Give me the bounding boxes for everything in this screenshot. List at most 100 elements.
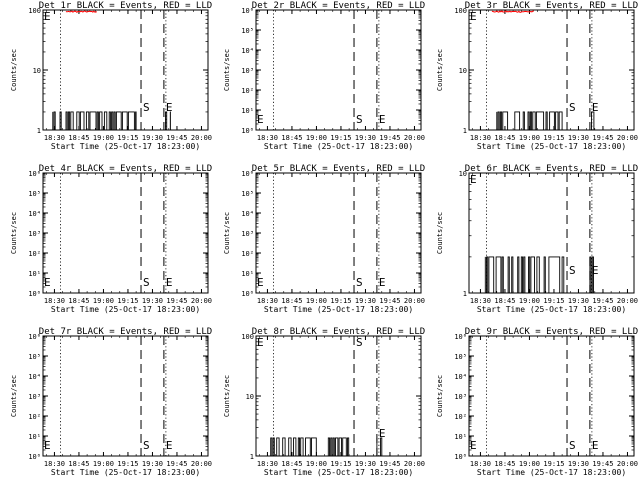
panel-1: Det 1r BLACK = Events, RED = LLD 1 10 100 Co… [10, 1, 212, 151]
panel-9: Det 9r BLACK = Events, RED = LLD 10⁰ 10¹ 10… [436, 327, 638, 477]
panel-title: Det 5r BLACK = Events, RED = LLD [252, 164, 425, 174]
y-axis-label: Counts/sec [10, 212, 18, 254]
y-tick-label: 10⁶ [454, 333, 467, 341]
x-tick-label: 18:30 [44, 134, 65, 142]
x-tick-label: 19:30 [142, 297, 163, 305]
x-tick-label: 19:30 [355, 460, 376, 468]
x-tick-label: 18:30 [470, 134, 491, 142]
x-axis-label: Start Time (25-Oct-17 18:23:00) [264, 305, 413, 314]
x-tick-label: 19:00 [519, 134, 540, 142]
panel-title: Det 7r BLACK = Events, RED = LLD [39, 327, 212, 337]
y-tick-label: 10³ [241, 230, 254, 238]
x-tick-label: 18:45 [68, 297, 89, 305]
x-tick-label: 18:45 [281, 297, 302, 305]
x-axis-label: Start Time (25-Oct-17 18:23:00) [51, 305, 200, 314]
y-tick-label: 1 [463, 127, 467, 135]
x-tick-label: 19:00 [93, 134, 114, 142]
y-tick-label: 10⁵ [28, 353, 41, 361]
panel-5: Det 5r BLACK = Events, RED = LLD 10⁰ 10¹ 10… [223, 164, 425, 314]
event-trace [270, 437, 350, 457]
y-tick-label: 10⁴ [241, 210, 254, 218]
y-tick-label: 10² [241, 87, 254, 95]
x-tick-label: 18:30 [257, 297, 278, 305]
y-tick-label: 100 [241, 333, 254, 341]
x-axis-label: Start Time (25-Oct-17 18:23:00) [477, 468, 626, 477]
x-tick-label: 18:45 [494, 460, 515, 468]
x-tick-label: 19:00 [93, 297, 114, 305]
x-tick-label: 19:15 [117, 297, 138, 305]
time-marker-label: E [379, 427, 386, 440]
y-tick-label: 1 [37, 127, 41, 135]
y-tick-label: 10¹ [241, 107, 254, 115]
x-tick-label: 20:00 [404, 134, 425, 142]
plot-frame [42, 172, 209, 294]
time-marker-label: E [592, 101, 599, 114]
time-marker-label: E [166, 101, 173, 114]
y-tick-label: 10¹ [454, 433, 467, 441]
event-trace [52, 111, 137, 131]
time-marker-label: E [257, 113, 264, 126]
x-tick-label: 18:45 [494, 134, 515, 142]
x-tick-label: 18:30 [257, 460, 278, 468]
time-marker-label: S [356, 276, 363, 289]
x-axis-label: Start Time (25-Oct-17 18:23:00) [477, 142, 626, 151]
x-tick-label: 20:00 [617, 297, 638, 305]
time-marker-label: S [569, 264, 576, 277]
time-marker-label: E [44, 276, 51, 289]
x-tick-label: 18:45 [68, 134, 89, 142]
panel-title: Det 1r BLACK = Events, RED = LLD [39, 1, 212, 11]
y-tick-label: 1 [463, 290, 467, 298]
time-marker-label: E [44, 439, 51, 452]
panel-title: Det 3r BLACK = Events, RED = LLD [465, 1, 638, 11]
y-tick-label: 10⁶ [28, 170, 41, 178]
x-tick-label: 19:45 [379, 134, 400, 142]
x-tick-label: 19:30 [568, 134, 589, 142]
x-tick-label: 19:00 [306, 297, 327, 305]
x-tick-label: 19:15 [117, 134, 138, 142]
x-axis-label: Start Time (25-Oct-17 18:23:00) [264, 468, 413, 477]
y-tick-label: 10⁶ [241, 7, 254, 15]
event-trace [591, 111, 595, 131]
time-marker-label: S [143, 101, 150, 114]
plot-frame [42, 335, 209, 457]
x-tick-label: 19:45 [379, 460, 400, 468]
y-tick-label: 10⁰ [241, 290, 254, 298]
plot-frame [255, 9, 422, 131]
y-tick-label: 100 [28, 7, 41, 15]
y-tick-label: 10⁵ [241, 190, 254, 198]
y-tick-label: 10² [454, 413, 467, 421]
x-tick-label: 18:45 [281, 460, 302, 468]
y-tick-label: 10³ [28, 393, 41, 401]
y-tick-label: 10⁰ [28, 290, 41, 298]
x-tick-label: 18:30 [470, 297, 491, 305]
event-trace [484, 256, 565, 294]
time-marker-label: E [379, 276, 386, 289]
plot-frame [468, 335, 635, 457]
time-marker-label: S [569, 439, 576, 452]
y-tick-label: 10⁶ [241, 170, 254, 178]
y-tick-label: 10⁵ [241, 27, 254, 35]
time-marker-label: S [143, 439, 150, 452]
x-tick-label: 20:00 [617, 460, 638, 468]
x-tick-label: 19:30 [568, 297, 589, 305]
time-marker-label: E [470, 439, 477, 452]
y-axis-label: Counts/sec [436, 212, 444, 254]
y-axis-label: Counts/sec [223, 375, 231, 417]
panel-3: Det 3r BLACK = Events, RED = LLD 1 10 100 Co… [436, 1, 638, 151]
y-tick-label: 10⁵ [28, 190, 41, 198]
time-marker-label: E [592, 264, 599, 277]
y-tick-label: 10¹ [28, 270, 41, 278]
x-axis-label: Start Time (25-Oct-17 18:23:00) [51, 468, 200, 477]
panel-title: Det 6r BLACK = Events, RED = LLD [465, 164, 638, 174]
y-tick-label: 10² [28, 250, 41, 258]
y-axis-label: Counts/sec [223, 212, 231, 254]
time-marker-label: S [143, 276, 150, 289]
y-tick-label: 100 [454, 7, 467, 15]
x-tick-label: 19:00 [93, 460, 114, 468]
time-marker-label: E [166, 276, 173, 289]
panel-title: Det 8r BLACK = Events, RED = LLD [252, 327, 425, 337]
panel-6: Det 6r BLACK = Events, RED = LLD 1 10 Count… [436, 164, 638, 314]
y-tick-label: 10 [459, 67, 467, 75]
y-tick-label: 10³ [454, 393, 467, 401]
event-trace [165, 111, 171, 131]
